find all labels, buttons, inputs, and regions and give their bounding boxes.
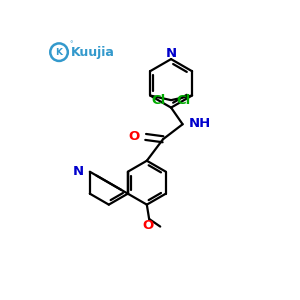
Text: Cl: Cl — [177, 94, 191, 106]
Text: Kuujia: Kuujia — [71, 46, 115, 59]
Text: °: ° — [69, 41, 73, 47]
Text: O: O — [129, 130, 140, 143]
Text: O: O — [142, 219, 154, 232]
Text: NH: NH — [188, 117, 211, 130]
Text: N: N — [73, 165, 84, 178]
Text: N: N — [166, 47, 177, 60]
Text: K: K — [56, 48, 62, 57]
Text: Cl: Cl — [151, 94, 166, 106]
